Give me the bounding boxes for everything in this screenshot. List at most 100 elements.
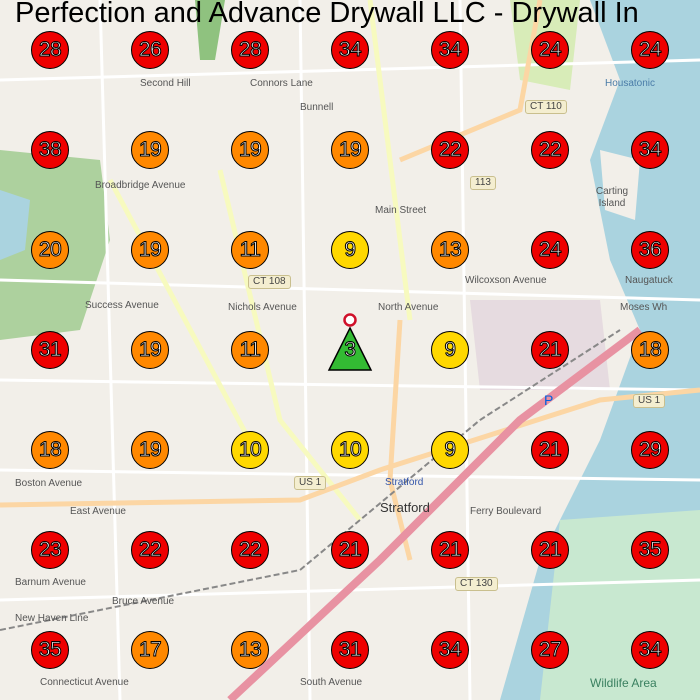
rank-pin[interactable]: 19 xyxy=(100,200,200,300)
rank-pin[interactable]: 17 xyxy=(100,600,200,700)
rank-pin[interactable]: 11 xyxy=(200,300,300,400)
map-label: Wildlife Area xyxy=(590,676,657,690)
rank-value: 34 xyxy=(431,31,469,69)
rank-pin[interactable]: 22 xyxy=(100,500,200,600)
rank-pin[interactable]: 18 xyxy=(0,400,100,500)
rank-pin[interactable]: 34 xyxy=(300,0,400,100)
rank-pin[interactable]: 13 xyxy=(400,200,500,300)
rank-pin[interactable]: 21 xyxy=(500,400,600,500)
rank-value: 20 xyxy=(31,231,69,269)
rank-pin[interactable]: 10 xyxy=(300,400,400,500)
rank-value: 17 xyxy=(131,631,169,669)
rank-pin[interactable]: 9 xyxy=(400,300,500,400)
rank-pin[interactable]: 18 xyxy=(600,300,700,400)
rank-pin[interactable]: 26 xyxy=(100,0,200,100)
rank-value: 24 xyxy=(631,31,669,69)
triangle-icon xyxy=(327,326,373,371)
rank-pin[interactable]: 24 xyxy=(500,200,600,300)
map-label: South Avenue xyxy=(300,677,363,688)
rank-pin[interactable]: 22 xyxy=(200,500,300,600)
rank-value: 9 xyxy=(431,331,469,369)
rank-value: 19 xyxy=(231,131,269,169)
rank-value: 11 xyxy=(231,231,269,269)
map-label: Broadbridge Avenue xyxy=(95,180,186,191)
rank-value: 19 xyxy=(331,131,369,169)
rank-pin[interactable]: 35 xyxy=(600,500,700,600)
rank-pin[interactable]: 21 xyxy=(500,500,600,600)
map-label: Success Avenue xyxy=(85,300,159,311)
rank-pin[interactable]: 21 xyxy=(400,500,500,600)
rank-value: 21 xyxy=(531,531,569,569)
rank-value: 13 xyxy=(431,231,469,269)
rank-pin[interactable]: 9 xyxy=(400,400,500,500)
rank-pin[interactable]: 34 xyxy=(600,600,700,700)
rank-value: 27 xyxy=(531,631,569,669)
road-shield: US 1 xyxy=(633,394,666,408)
rank-pin[interactable]: 19 xyxy=(300,100,400,200)
rank-value: 28 xyxy=(31,31,69,69)
rank-value: 23 xyxy=(31,531,69,569)
rank-pin[interactable]: 31 xyxy=(300,600,400,700)
rank-pin[interactable]: 38 xyxy=(0,100,100,200)
rank-pin[interactable]: 31 xyxy=(0,300,100,400)
rank-pin[interactable]: 19 xyxy=(100,300,200,400)
rank-value: 28 xyxy=(231,31,269,69)
map-label: Bruce Avenue xyxy=(112,596,175,607)
rank-value: 19 xyxy=(131,131,169,169)
rank-value: 24 xyxy=(531,231,569,269)
rank-pin[interactable]: 11 xyxy=(200,200,300,300)
rank-pin[interactable]: 34 xyxy=(400,600,500,700)
rank-pin[interactable]: 10 xyxy=(200,400,300,500)
map-label: Bunnell xyxy=(300,102,334,113)
rank-pin[interactable]: 20 xyxy=(0,200,100,300)
rank-value: 21 xyxy=(531,431,569,469)
rank-pin[interactable]: 24 xyxy=(600,0,700,100)
rank-pin[interactable]: 21 xyxy=(300,500,400,600)
rank-pin[interactable]: 9 xyxy=(300,200,400,300)
rank-pin[interactable]: 27 xyxy=(500,600,600,700)
rank-value: 3 xyxy=(344,338,357,362)
map-label: Stratford xyxy=(385,477,424,488)
rank-pin[interactable]: 19 xyxy=(100,400,200,500)
rank-value: 19 xyxy=(131,231,169,269)
road-shield: CT 108 xyxy=(248,275,291,289)
rank-pin[interactable]: 35 xyxy=(0,600,100,700)
rank-pin[interactable]: 19 xyxy=(100,100,200,200)
rank-pin[interactable]: 19 xyxy=(200,100,300,200)
map-label: Stratford xyxy=(380,500,430,515)
map-label: Boston Avenue xyxy=(15,478,83,489)
road-shield: US 1 xyxy=(294,476,327,490)
rank-value: 9 xyxy=(331,231,369,269)
rank-value: 34 xyxy=(331,31,369,69)
rank-pin[interactable]: 34 xyxy=(400,0,500,100)
rank-value: 11 xyxy=(231,331,269,369)
highway xyxy=(227,326,643,700)
rank-pin[interactable]: 23 xyxy=(0,500,100,600)
rank-value: 10 xyxy=(331,431,369,469)
rank-pin[interactable]: 28 xyxy=(200,0,300,100)
rank-pin[interactable]: 22 xyxy=(400,100,500,200)
rank-value: 36 xyxy=(631,231,669,269)
rank-value: 21 xyxy=(531,331,569,369)
rank-value: 13 xyxy=(231,631,269,669)
rank-pin[interactable]: 21 xyxy=(500,300,600,400)
rail xyxy=(0,329,621,631)
rank-value: 22 xyxy=(531,131,569,169)
rank-value: 31 xyxy=(331,631,369,669)
rank-pin[interactable]: 13 xyxy=(200,600,300,700)
rank-pin[interactable]: 34 xyxy=(600,100,700,200)
rank-value: 24 xyxy=(531,31,569,69)
page-title: Perfection and Advance Drywall LLC - Dry… xyxy=(15,0,639,29)
rank-value: 29 xyxy=(631,431,669,469)
rank-pin[interactable]: 36 xyxy=(600,200,700,300)
rank-value: 34 xyxy=(431,631,469,669)
rank-pin[interactable]: 22 xyxy=(500,100,600,200)
rank-pin[interactable]: 28 xyxy=(0,0,100,100)
center-rank-marker[interactable]: 3 xyxy=(300,300,400,400)
map-label: Wilcoxson Avenue xyxy=(465,275,547,286)
rank-pin[interactable]: 24 xyxy=(500,0,600,100)
road-shield: 113 xyxy=(470,176,496,190)
map-label: North Avenue xyxy=(378,302,439,313)
rank-pin[interactable]: 29 xyxy=(600,400,700,500)
rank-value: 19 xyxy=(131,331,169,369)
